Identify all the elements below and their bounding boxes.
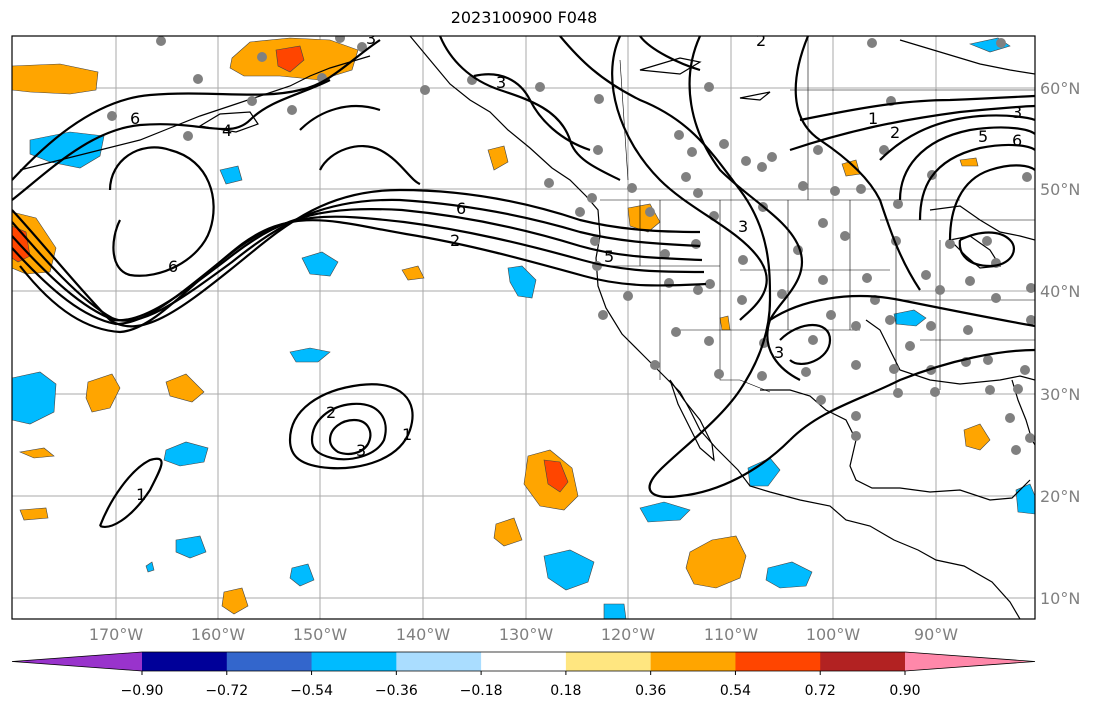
colorbar-segment	[820, 652, 906, 671]
contour-label: 2	[756, 31, 766, 50]
colorbar-tick-label: 0.54	[720, 683, 751, 699]
contour-label: 4	[222, 121, 232, 140]
contour-label: 3	[1012, 103, 1022, 122]
map-frame	[11, 35, 1036, 620]
lon-label: 110°W	[704, 625, 759, 644]
lat-label: 50°N	[1040, 180, 1080, 199]
longitude-labels: 170°W 160°W 150°W 140°W 130°W 120°W 110°…	[89, 625, 958, 644]
lon-label: 160°W	[191, 625, 246, 644]
colorbar-tick-label: −0.54	[290, 683, 333, 699]
colorbar-tick-label: 0.90	[889, 683, 920, 699]
colorbar-tick-label: −0.36	[375, 683, 418, 699]
contour-label: 6	[130, 109, 140, 128]
contour-label: 2	[450, 231, 460, 250]
contour-labels: 6 6 6 2 4 5 3 3 3 1 2 3 5 6 2 3 1 1 2 3	[130, 29, 1022, 504]
contour-label: 6	[168, 257, 178, 276]
contour-label: 5	[604, 247, 614, 266]
lon-label: 100°W	[806, 625, 861, 644]
contour-label: 1	[136, 485, 146, 504]
colorbar-tick-label: 0.18	[550, 683, 581, 699]
colorbar-segment	[481, 652, 567, 671]
colorbar-tick-label: −0.18	[460, 683, 503, 699]
lat-label: 60°N	[1040, 79, 1080, 98]
contour-label: 3	[738, 217, 748, 236]
latitude-labels: 60°N 50°N 40°N 30°N 20°N 10°N	[1040, 79, 1080, 608]
height-contours	[12, 36, 1035, 528]
colorbar-extend-high	[905, 652, 1035, 671]
colorbar-tick-label: −0.90	[121, 683, 164, 699]
plot-title: 2023100900 F048	[450, 8, 598, 27]
lat-label: 10°N	[1040, 589, 1080, 608]
lat-label: 40°N	[1040, 282, 1080, 301]
colorbar-segment	[396, 652, 482, 671]
lon-label: 150°W	[293, 625, 348, 644]
colorbar-segment	[650, 652, 736, 671]
colorbar: −0.90 −0.72 −0.54 −0.36 −0.18 0.18 0.36 0.54 0.7…	[11, 651, 1036, 699]
lon-label: 140°W	[396, 625, 451, 644]
colorbar-segment	[142, 652, 228, 671]
colorbar-tick-label: 0.72	[805, 683, 836, 699]
graticule	[12, 36, 1035, 619]
contour-label: 2	[890, 123, 900, 142]
contour-label: 3	[774, 343, 784, 362]
contour-label: 5	[978, 127, 988, 146]
lon-label: 170°W	[89, 625, 144, 644]
map-panel	[12, 36, 1035, 619]
colorbar-segment	[565, 652, 652, 671]
contour-label: 3	[356, 441, 366, 460]
lon-label: 120°W	[601, 625, 656, 644]
colorbar-extend-low	[12, 652, 142, 671]
contour-label: 1	[402, 425, 412, 444]
lat-label: 20°N	[1040, 487, 1080, 506]
colorbar-segment	[735, 652, 821, 671]
contour-label: 3	[366, 29, 376, 48]
colorbar-segment	[311, 652, 397, 671]
colorbar-tick-label: −0.72	[205, 683, 248, 699]
lon-label: 130°W	[499, 625, 554, 644]
colorbar-segment	[226, 652, 313, 671]
lat-label: 30°N	[1040, 385, 1080, 404]
contour-label: 3	[496, 73, 506, 92]
contour-label: 1	[868, 109, 878, 128]
contour-label: 6	[1012, 131, 1022, 150]
contour-label: 2	[326, 403, 336, 422]
lon-label: 90°W	[914, 625, 958, 644]
contour-label: 6	[456, 199, 466, 218]
anomaly-shading	[12, 37, 1035, 619]
colorbar-tick-label: 0.36	[635, 683, 666, 699]
